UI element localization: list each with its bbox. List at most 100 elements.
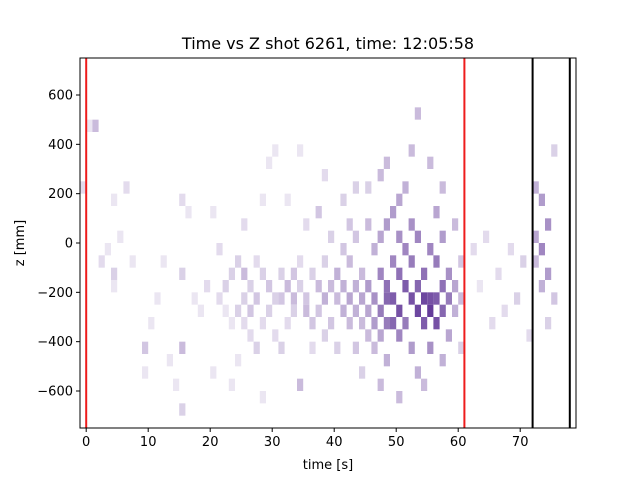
y-axis-ticks: −600 −400 −200 0 200 400 600 xyxy=(37,89,80,400)
heatmap-cell xyxy=(458,292,465,305)
y-tick-label: −400 xyxy=(37,335,73,350)
heatmap-cell xyxy=(414,304,421,317)
heatmap-cell xyxy=(545,267,552,280)
heatmap-cell xyxy=(278,267,285,280)
x-tick-label: 10 xyxy=(140,435,157,450)
heatmap-cell xyxy=(148,317,155,330)
heatmap-cell xyxy=(371,317,378,330)
heatmap-cell xyxy=(266,280,273,293)
heatmap-cell xyxy=(278,341,285,354)
heatmap-cell xyxy=(452,218,459,231)
heatmap-cell xyxy=(452,280,459,293)
x-axis-ticks: 0 10 20 30 40 50 60 70 xyxy=(82,428,528,450)
heatmap-cell xyxy=(445,292,452,305)
heatmap-cell xyxy=(259,317,266,330)
heatmap-cell xyxy=(123,181,130,194)
heatmap-cell xyxy=(340,304,347,317)
heatmap-cell xyxy=(309,341,316,354)
heatmap-cell xyxy=(365,304,372,317)
heatmap-cell xyxy=(427,243,434,256)
heatmap-cell xyxy=(359,292,366,305)
heatmap-cell xyxy=(545,218,552,231)
heatmap-cell xyxy=(321,169,328,182)
heatmap-cell xyxy=(185,206,192,219)
heatmap-cell xyxy=(142,366,149,379)
heatmap-cell xyxy=(352,341,359,354)
heatmap-cell xyxy=(241,292,248,305)
heatmap-cell xyxy=(235,354,242,367)
heatmap-cell xyxy=(247,304,254,317)
heatmap-cell xyxy=(396,329,403,342)
heatmap-cell xyxy=(129,255,136,268)
heatmap-cell xyxy=(377,378,384,391)
heatmap-cell xyxy=(92,119,99,132)
heatmap-cell xyxy=(259,267,266,280)
heatmap-cell xyxy=(501,304,508,317)
heatmap-cell xyxy=(340,193,347,206)
heatmap-cell xyxy=(538,193,545,206)
heatmap-cell xyxy=(297,144,304,157)
heatmap-cell xyxy=(309,317,316,330)
heatmap-cell xyxy=(179,193,186,206)
heatmap-cell xyxy=(489,317,496,330)
heatmap-cell xyxy=(538,280,545,293)
heatmap-cell xyxy=(266,304,273,317)
y-tick-label: 600 xyxy=(48,89,73,104)
heatmap-cell xyxy=(303,304,310,317)
heatmap-cell xyxy=(390,292,397,305)
heatmap-cell xyxy=(526,329,533,342)
heatmap-cell xyxy=(352,230,359,243)
heatmap-cell xyxy=(272,292,279,305)
heatmap-cell xyxy=(408,341,415,354)
x-tick-label: 60 xyxy=(450,435,467,450)
heatmap-cell xyxy=(104,243,111,256)
heatmap-cell xyxy=(297,280,304,293)
heatmap-cell xyxy=(402,243,409,256)
heatmap-cell xyxy=(427,341,434,354)
x-tick-label: 70 xyxy=(512,435,529,450)
heatmap-cell xyxy=(476,280,483,293)
heatmap-cell xyxy=(117,230,124,243)
heatmap-cell xyxy=(532,255,539,268)
heatmap-cell xyxy=(402,317,409,330)
heatmap-cell xyxy=(365,218,372,231)
heatmap-cell xyxy=(328,317,335,330)
heatmap-cell xyxy=(290,304,297,317)
heatmap-cell xyxy=(272,144,279,157)
heatmap-cell xyxy=(222,304,229,317)
heatmap-cell xyxy=(377,230,384,243)
heatmap-cell xyxy=(414,280,421,293)
heatmap-cell xyxy=(340,280,347,293)
heatmap-cell xyxy=(303,292,310,305)
heatmap-cell xyxy=(303,218,310,231)
heatmap-cell xyxy=(173,378,180,391)
heatmap-cell xyxy=(266,156,273,169)
heatmap-cell xyxy=(414,230,421,243)
heatmap-cell xyxy=(216,292,223,305)
heatmap-cell xyxy=(253,292,260,305)
heatmap-cell xyxy=(439,354,446,367)
heatmap-cell xyxy=(365,181,372,194)
heatmap-cell xyxy=(216,243,223,256)
heatmap-cell xyxy=(433,292,440,305)
heatmap-cell xyxy=(433,317,440,330)
heatmap-cell xyxy=(222,280,229,293)
heatmap-cell xyxy=(408,255,415,268)
chart-title: Time vs Z shot 6261, time: 12:05:58 xyxy=(181,34,474,53)
heatmap-cells xyxy=(80,107,558,416)
heatmap-cell xyxy=(328,280,335,293)
heatmap-cell xyxy=(321,329,328,342)
heatmap-cell xyxy=(545,317,552,330)
heatmap-cell xyxy=(396,304,403,317)
heatmap-cell xyxy=(210,206,217,219)
heatmap-cell xyxy=(532,230,539,243)
heatmap-cell xyxy=(377,169,384,182)
heatmap-cell xyxy=(371,243,378,256)
heatmap-cell xyxy=(346,218,353,231)
heatmap-cell xyxy=(520,255,527,268)
heatmap-cell xyxy=(228,317,235,330)
heatmap-cell xyxy=(179,341,186,354)
heatmap-cell xyxy=(390,206,397,219)
heatmap-cell xyxy=(321,255,328,268)
heatmap-cell xyxy=(297,255,304,268)
